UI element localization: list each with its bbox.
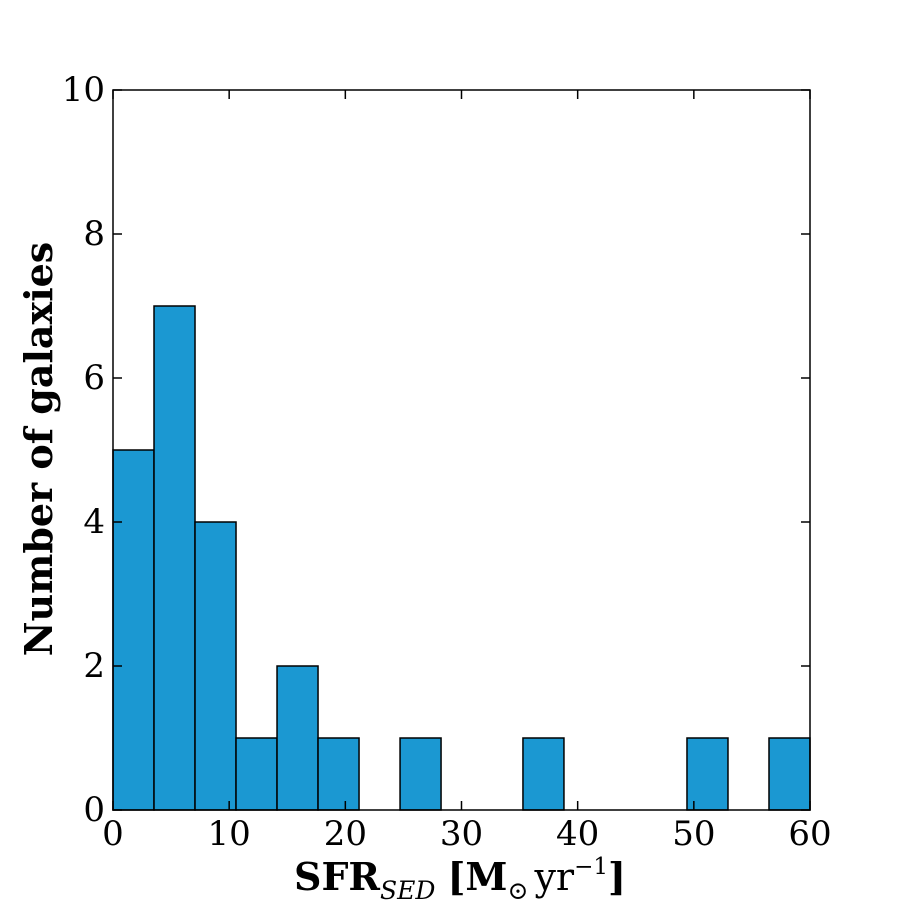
y-tick-label: 0	[83, 790, 105, 830]
histogram-bar	[235, 737, 278, 811]
y-tick-label: 6	[83, 358, 105, 398]
y-tick-label: 4	[83, 502, 105, 542]
x-axis-title-bracket-close: ]	[608, 854, 626, 899]
y-tick-label: 10	[62, 70, 105, 110]
x-tick-labels: 0 10 20 30 40 50 60	[102, 814, 831, 854]
x-tick-label: 20	[324, 814, 367, 854]
x-axis-title-unit: yr	[533, 855, 574, 899]
y-tick-label: 8	[83, 214, 105, 254]
x-tick-label: 50	[672, 814, 715, 854]
histogram-bar	[317, 737, 360, 811]
x-axis-title-main: SFR	[294, 854, 380, 899]
histogram-bar	[153, 305, 196, 811]
histogram-bar	[194, 521, 237, 811]
histogram-bar	[686, 737, 729, 811]
y-tick-label: 2	[83, 646, 105, 686]
x-tick-label: 30	[440, 814, 483, 854]
histogram-bar	[112, 449, 155, 811]
y-tick-labels: 0 2 4 6 8 10	[62, 70, 105, 830]
x-tick-label: 10	[208, 814, 251, 854]
x-tick-label: 0	[102, 814, 124, 854]
histogram-bars	[112, 305, 811, 811]
y-axis-title: Number of galaxies	[16, 242, 61, 656]
plot-frame	[112, 89, 811, 811]
histogram-bar	[276, 665, 319, 811]
x-axis-title-sun-symbol: ⊙	[508, 876, 529, 900]
histogram-bar	[522, 737, 565, 811]
x-axis-title: SFRSED [M⊙ yr−1]	[294, 854, 626, 900]
x-axis-title-subscript: SED	[380, 876, 435, 900]
x-tick-label: 60	[788, 814, 831, 854]
histogram-bar	[399, 737, 442, 811]
x-axis-title-exponent: −1	[574, 854, 608, 880]
x-axis-title-bracket-open: [M	[447, 854, 507, 899]
x-tick-label: 40	[556, 814, 599, 854]
histogram-bar	[768, 737, 811, 811]
